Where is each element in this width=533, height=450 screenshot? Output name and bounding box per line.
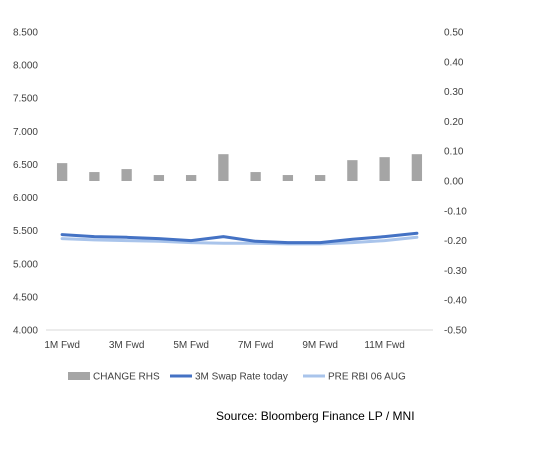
- change-bar: [314, 175, 326, 181]
- change-bar: [185, 175, 197, 181]
- change-bar: [347, 160, 358, 181]
- x-tick-label: 3M Fwd: [109, 340, 145, 351]
- right-tick-label: -0.40: [444, 296, 467, 307]
- legend-label: CHANGE RHS: [93, 372, 160, 383]
- swap-rate-today-line: [60, 231, 419, 245]
- change-bar: [250, 172, 261, 181]
- x-tick-label: 7M Fwd: [238, 340, 274, 351]
- x-axis-tick-labels: 1M Fwd 3M Fwd 5M Fwd 7M Fwd 9M Fwd 11M Fwd: [44, 340, 404, 351]
- right-tick-label: 0.00: [444, 177, 464, 188]
- legend: CHANGE RHS 3M Swap Rate today PRE RBI 06 A…: [68, 372, 406, 383]
- left-tick-label: 6.000: [13, 193, 38, 204]
- right-tick-label: 0.30: [444, 87, 464, 98]
- right-tick-label: 0.50: [444, 28, 464, 39]
- change-bar: [89, 172, 100, 181]
- source-note: Source: Bloomberg Finance LP / MNI: [216, 409, 415, 423]
- left-tick-label: 7.500: [13, 94, 38, 105]
- left-tick-label: 5.500: [13, 226, 38, 237]
- left-axis-tick-labels: 4.000 4.500 5.000 5.500 6.000 6.500 7.000 7.500…: [13, 28, 38, 337]
- right-tick-label: -0.50: [444, 326, 467, 337]
- x-tick-label: 11M Fwd: [364, 340, 404, 351]
- left-tick-label: 4.500: [13, 292, 38, 303]
- left-tick-label: 8.500: [13, 28, 38, 39]
- left-tick-label: 7.000: [13, 127, 38, 138]
- legend-label: PRE RBI 06 AUG: [328, 372, 406, 383]
- right-tick-label: -0.20: [444, 236, 467, 247]
- change-bar: [218, 154, 229, 181]
- left-tick-label: 4.000: [13, 326, 38, 337]
- right-tick-label: 0.40: [444, 57, 464, 68]
- change-bar: [282, 175, 294, 181]
- legend-label: 3M Swap Rate today: [195, 372, 288, 383]
- right-tick-label: -0.30: [444, 266, 467, 277]
- left-tick-label: 8.000: [13, 61, 38, 72]
- x-tick-label: 9M Fwd: [302, 340, 338, 351]
- left-tick-label: 6.500: [13, 160, 38, 171]
- change-bars: [56, 154, 423, 181]
- pre-rbi-line: [60, 235, 419, 246]
- right-tick-label: 0.10: [444, 147, 464, 158]
- right-axis-tick-labels: -0.50 -0.40 -0.30 -0.20 -0.10 0.00 0.10 0.20 0.3…: [444, 28, 467, 337]
- right-tick-label: -0.10: [444, 206, 467, 217]
- legend-swatch-bar: [68, 372, 90, 380]
- change-bar: [121, 169, 132, 181]
- x-tick-label: 1M Fwd: [44, 340, 80, 351]
- change-bar: [411, 154, 423, 181]
- x-tick-label: 5M Fwd: [173, 340, 209, 351]
- left-tick-label: 5.000: [13, 259, 38, 270]
- series-lines: [60, 231, 419, 246]
- right-tick-label: 0.20: [444, 117, 464, 128]
- change-bar: [153, 175, 165, 181]
- change-bar: [56, 163, 68, 181]
- change-bar: [379, 157, 390, 181]
